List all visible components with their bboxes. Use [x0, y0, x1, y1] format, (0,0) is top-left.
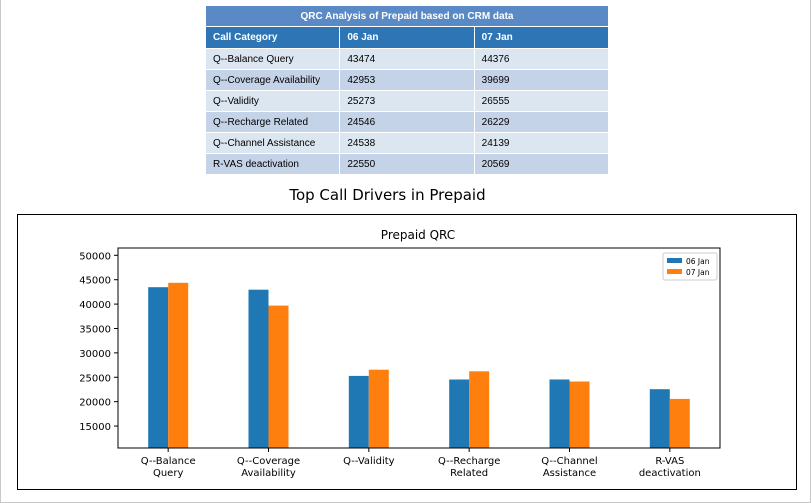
- cell-06-jan: 43474: [339, 48, 475, 70]
- x-tick-label: R-VAS deactivation: [639, 456, 701, 479]
- cell-category: Q--Balance Query: [204, 48, 341, 70]
- cell-07-jan: 26229: [473, 111, 610, 133]
- y-axis: 15000 20000 25000 30000 35000 40000 45000 50000: [79, 251, 118, 433]
- y-tick-label: 40000: [79, 300, 111, 311]
- cell-07-jan: 44376: [473, 48, 610, 70]
- bar-07-jan-2: [368, 369, 389, 448]
- y-tick-label: 30000: [79, 349, 111, 360]
- bar-06-jan-4: [549, 379, 570, 448]
- y-tick-label: 20000: [79, 398, 111, 409]
- y-tick-label: 35000: [79, 324, 111, 335]
- x-tick-label: Q--Validity: [343, 456, 395, 467]
- bars-group: [148, 282, 690, 448]
- bar-06-jan-5: [649, 389, 670, 448]
- x-tick-label: Q--Channel Assistance: [541, 456, 597, 479]
- legend: 06 Jan 07 Jan: [662, 252, 718, 281]
- cell-category: Q--Validity: [204, 90, 341, 112]
- bar-07-jan-3: [469, 371, 490, 448]
- bar-06-jan-1: [248, 289, 269, 448]
- y-tick-label: 45000: [79, 276, 111, 287]
- summary-table: QRC Analysis of Prepaid based on CRM dat…: [204, 5, 610, 175]
- chart-frame: Prepaid QRC 15000 20000 25000 30000 35000 400…: [17, 214, 797, 490]
- y-tick-label: 15000: [79, 422, 111, 433]
- table-row: Q--Balance Query 43474 44376: [204, 48, 610, 70]
- column-header-call-category: Call Category: [204, 26, 341, 49]
- legend-label: 07 Jan: [686, 268, 710, 277]
- cell-category: Q--Coverage Availability: [204, 69, 341, 91]
- legend-swatch: [667, 269, 682, 274]
- bar-07-jan-1: [268, 305, 289, 448]
- table-row: Q--Validity 25273 26555: [204, 90, 610, 112]
- table-row: Q--Coverage Availability 42953 39699: [204, 69, 610, 91]
- bar-06-jan-2: [348, 375, 369, 448]
- x-tick-label: Q--Recharge Related: [438, 456, 500, 479]
- cell-07-jan: 26555: [473, 90, 610, 112]
- plot-area: [117, 247, 721, 449]
- bar-07-jan-0: [168, 282, 189, 448]
- y-tick-label: 50000: [79, 251, 111, 262]
- cell-06-jan: 24538: [339, 132, 475, 154]
- x-tick-label: Q--Balance Query: [141, 456, 196, 479]
- x-tick-label: Q--Coverage Availability: [237, 456, 300, 479]
- cell-category: Q--Recharge Related: [204, 111, 341, 133]
- chart-caption: Top Call Drivers in Prepaid: [289, 186, 486, 204]
- cell-07-jan: 24139: [473, 132, 610, 154]
- cell-07-jan: 20569: [473, 153, 610, 175]
- column-header-07-jan: 07 Jan: [473, 26, 610, 49]
- bar-07-jan-4: [569, 381, 590, 448]
- cell-06-jan: 22550: [339, 153, 475, 175]
- legend-label: 06 Jan: [686, 257, 710, 266]
- legend-swatch: [667, 258, 682, 263]
- cell-06-jan: 25273: [339, 90, 475, 112]
- cell-06-jan: 24546: [339, 111, 475, 133]
- bar-06-jan-3: [449, 379, 470, 448]
- table-row: Q--Channel Assistance 24538 24139: [204, 132, 610, 154]
- column-header-06-jan: 06 Jan: [339, 26, 475, 49]
- table-title: QRC Analysis of Prepaid based on CRM dat…: [205, 5, 609, 27]
- cell-06-jan: 42953: [339, 69, 475, 91]
- cell-07-jan: 39699: [473, 69, 610, 91]
- bar-chart: Prepaid QRC 15000 20000 25000 30000 35000 400…: [79, 228, 721, 479]
- bar-07-jan-5: [669, 398, 690, 448]
- table-row: Q--Recharge Related 24546 26229: [204, 111, 610, 133]
- chart-title: Prepaid QRC: [381, 228, 455, 242]
- x-axis: Q--Balance Query Q--Coverage Availability Q-…: [141, 448, 701, 479]
- cell-category: Q--Channel Assistance: [204, 132, 341, 154]
- bar-06-jan-0: [148, 287, 169, 448]
- table-row: R-VAS deactivation 22550 20569: [204, 153, 610, 175]
- cell-category: R-VAS deactivation: [204, 153, 341, 175]
- y-tick-label: 25000: [79, 373, 111, 384]
